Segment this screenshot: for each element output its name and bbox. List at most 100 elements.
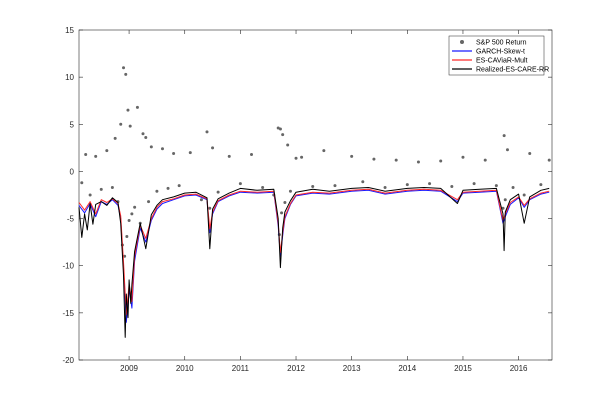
point-0-14 — [125, 234, 129, 238]
legend-label-1: GARCH-Skew-t — [476, 49, 525, 56]
y-tick-label-0: 15 — [65, 26, 74, 35]
point-0-36 — [216, 190, 220, 194]
y-tick-label-1: 10 — [65, 73, 74, 82]
point-0-71 — [503, 198, 507, 202]
point-0-7 — [113, 136, 117, 140]
x-tick-label-5: 2014 — [398, 364, 416, 373]
point-0-64 — [450, 185, 454, 189]
point-0-6 — [110, 185, 114, 189]
point-0-5 — [105, 149, 109, 153]
series-line-2 — [78, 188, 550, 316]
point-0-57 — [372, 157, 376, 161]
point-0-33 — [205, 130, 209, 134]
point-0-17 — [128, 124, 132, 128]
point-0-25 — [149, 145, 153, 149]
point-0-18 — [130, 212, 134, 216]
point-0-12 — [123, 254, 127, 258]
point-0-34 — [208, 206, 212, 210]
legend-items: S&P 500 Return GARCH-Skew-t ES-CAViaR-Mult… — [452, 40, 549, 74]
point-0-62 — [428, 182, 432, 186]
series-0 — [80, 66, 551, 258]
series-2 — [78, 188, 550, 316]
axis-layer: 15 10 5 0 -5 -10 -15 -20 2009 2010 2011 2012 2013 201… — [62, 26, 552, 373]
legend-label-3: Realized-ES-CARE-RR — [476, 67, 549, 74]
y-tick-label-3: 0 — [70, 167, 75, 176]
point-0-59 — [394, 158, 398, 162]
series-layer — [78, 66, 551, 338]
point-0-72 — [505, 148, 509, 152]
x-tick-label-2: 2011 — [232, 364, 250, 373]
point-0-9 — [119, 122, 123, 126]
y-tick-label-5: -10 — [62, 262, 74, 271]
legend-label-2: ES-CAViaR-Mult — [476, 58, 528, 65]
legend-label-0: S&P 500 Return — [476, 40, 527, 47]
point-0-67 — [483, 158, 487, 162]
point-0-63 — [439, 159, 443, 163]
y-tick-label-6: -15 — [62, 309, 74, 318]
y-tick-label-4: -5 — [67, 215, 75, 224]
point-0-61 — [416, 160, 420, 164]
point-0-55 — [350, 154, 354, 158]
point-0-13 — [124, 72, 128, 76]
point-0-11 — [122, 66, 126, 70]
x-tick-label-1: 2010 — [176, 364, 194, 373]
x-tick-label-4: 2013 — [343, 364, 361, 373]
point-0-4 — [99, 187, 103, 191]
point-0-37 — [227, 154, 231, 158]
point-0-76 — [539, 183, 543, 187]
point-0-24 — [147, 200, 151, 204]
x-tick-label-7: 2016 — [510, 364, 528, 373]
point-0-30 — [177, 184, 181, 188]
point-0-50 — [294, 156, 298, 160]
x-tick-label-0: 2009 — [120, 364, 138, 373]
point-0-60 — [405, 183, 409, 187]
point-0-58 — [383, 185, 387, 189]
y-tick-label-7: -20 — [62, 356, 74, 365]
point-0-19 — [133, 205, 137, 209]
point-0-0 — [80, 181, 84, 185]
point-0-2 — [88, 193, 92, 197]
point-0-35 — [211, 146, 215, 150]
point-0-38 — [238, 182, 242, 186]
point-0-3 — [94, 154, 98, 158]
point-0-28 — [166, 186, 170, 190]
plot-area — [78, 29, 553, 361]
point-0-22 — [141, 132, 145, 136]
point-0-70 — [502, 134, 506, 138]
point-0-52 — [311, 185, 315, 189]
series-line-3 — [78, 187, 550, 338]
point-0-26 — [155, 189, 159, 193]
point-0-56 — [361, 180, 365, 184]
point-0-75 — [528, 152, 532, 156]
point-0-46 — [281, 133, 285, 137]
point-0-20 — [135, 105, 139, 109]
point-0-23 — [144, 135, 148, 139]
point-0-73 — [511, 185, 515, 189]
point-0-15 — [126, 108, 130, 112]
point-0-77 — [547, 158, 551, 162]
point-0-32 — [199, 198, 203, 202]
series-3 — [78, 187, 550, 338]
point-0-53 — [322, 149, 326, 153]
x-tick-label-3: 2012 — [287, 364, 305, 373]
point-0-66 — [472, 182, 476, 186]
point-0-47 — [283, 201, 287, 205]
point-0-45 — [280, 211, 284, 215]
legend-swatch-0 — [460, 40, 464, 44]
y-tick-label-2: 5 — [70, 120, 75, 129]
point-0-40 — [261, 185, 265, 189]
point-0-31 — [188, 151, 192, 155]
point-0-39 — [250, 152, 254, 156]
point-0-69 — [501, 206, 505, 210]
point-0-54 — [333, 184, 337, 188]
point-0-16 — [127, 218, 131, 222]
point-0-48 — [286, 143, 290, 147]
point-0-44 — [278, 127, 282, 131]
point-0-29 — [172, 152, 176, 156]
point-0-65 — [461, 155, 465, 159]
point-0-68 — [494, 184, 498, 188]
legend: S&P 500 Return GARCH-Skew-t ES-CAViaR-Mult… — [448, 35, 549, 76]
point-0-27 — [160, 147, 164, 151]
point-0-1 — [84, 152, 88, 156]
